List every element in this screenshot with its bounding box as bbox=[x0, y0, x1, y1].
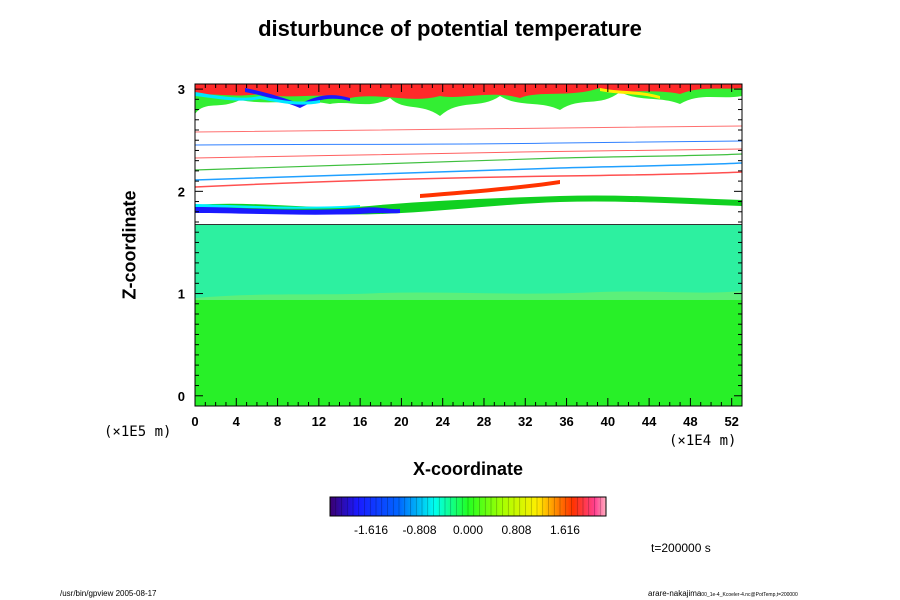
field-blank bbox=[195, 130, 742, 207]
colorbar-tick-label: 1.616 bbox=[549, 523, 580, 537]
x-axis-label: X-coordinate bbox=[412, 459, 523, 479]
x-tick-label: 4 bbox=[233, 414, 241, 429]
x-tick-label: 44 bbox=[642, 414, 657, 429]
x-axis-unit: (×1E4 m) bbox=[669, 433, 737, 449]
x-tick-label: 28 bbox=[477, 414, 491, 429]
line-1 bbox=[195, 171, 742, 188]
footer-right-main: arare-nakajima bbox=[648, 589, 702, 598]
top-cyan bbox=[195, 92, 320, 105]
y-tick-label: 3 bbox=[178, 82, 185, 97]
colorbar-tick-label: -1.616 bbox=[354, 523, 389, 537]
x-tick-label: 48 bbox=[683, 414, 697, 429]
footer-left-note: /usr/bin/gpview 2005-08-17 bbox=[60, 589, 157, 598]
plot-field bbox=[195, 84, 742, 406]
y-axis-label: Z-coordinate bbox=[119, 190, 140, 300]
colorbar-tick-label: 0.808 bbox=[501, 523, 532, 537]
line-3 bbox=[195, 153, 742, 171]
minor-ticks bbox=[195, 84, 742, 406]
colorbar-tick-label: -0.808 bbox=[402, 523, 437, 537]
y-axis: 0 1 2 3 bbox=[178, 82, 742, 404]
y-tick-label: 0 bbox=[178, 389, 185, 404]
band-red bbox=[420, 180, 560, 198]
x-tick-label: 0 bbox=[191, 414, 198, 429]
line-4 bbox=[195, 148, 742, 159]
line-5 bbox=[195, 140, 742, 146]
x-tick-label: 16 bbox=[353, 414, 367, 429]
x-axis: 0 4 8 12 16 20 24 28 32 36 40 44 48 52 bbox=[191, 84, 739, 429]
x-tick-label: 32 bbox=[518, 414, 532, 429]
band-blue bbox=[195, 206, 400, 215]
chart-title: disturbunce of potential temperature bbox=[258, 16, 642, 41]
x-tick-label: 8 bbox=[274, 414, 281, 429]
line-2 bbox=[195, 162, 742, 181]
plot-frame bbox=[194, 83, 743, 407]
x-tick-label: 52 bbox=[724, 414, 738, 429]
colorbar bbox=[329, 496, 607, 517]
y-tick-label: 2 bbox=[178, 184, 185, 199]
colorbar-tick-label: 0.000 bbox=[452, 523, 484, 537]
y-axis-unit: (×1E5 m) bbox=[104, 424, 172, 440]
top-yellow bbox=[600, 88, 660, 99]
colorbar-tick-labels: -1.616 -0.808 0.000 0.808 1.616 bbox=[330, 523, 606, 539]
time-label: t=200000 s bbox=[651, 541, 711, 555]
y-tick-label: 1 bbox=[178, 287, 185, 302]
x-tick-label: 12 bbox=[312, 414, 326, 429]
field-middle-layer bbox=[195, 224, 742, 300]
colorbar-divisions bbox=[335, 497, 601, 516]
field-transition bbox=[195, 291, 742, 300]
x-tick-label: 36 bbox=[559, 414, 573, 429]
field-lower-layer bbox=[195, 300, 742, 406]
footer-right-sub: 00_1e-4_Kcoeler-4.nc@PotTemp,t=200000 bbox=[701, 592, 798, 598]
x-tick-label: 24 bbox=[435, 414, 450, 429]
footer-right-note: arare-nakajima00_1e-4_Kcoeler-4.nc@PotTe… bbox=[648, 589, 798, 598]
band-cyan bbox=[195, 204, 360, 209]
line-6 bbox=[195, 125, 742, 133]
x-tick-label: 20 bbox=[394, 414, 408, 429]
x-tick-label: 40 bbox=[601, 414, 615, 429]
